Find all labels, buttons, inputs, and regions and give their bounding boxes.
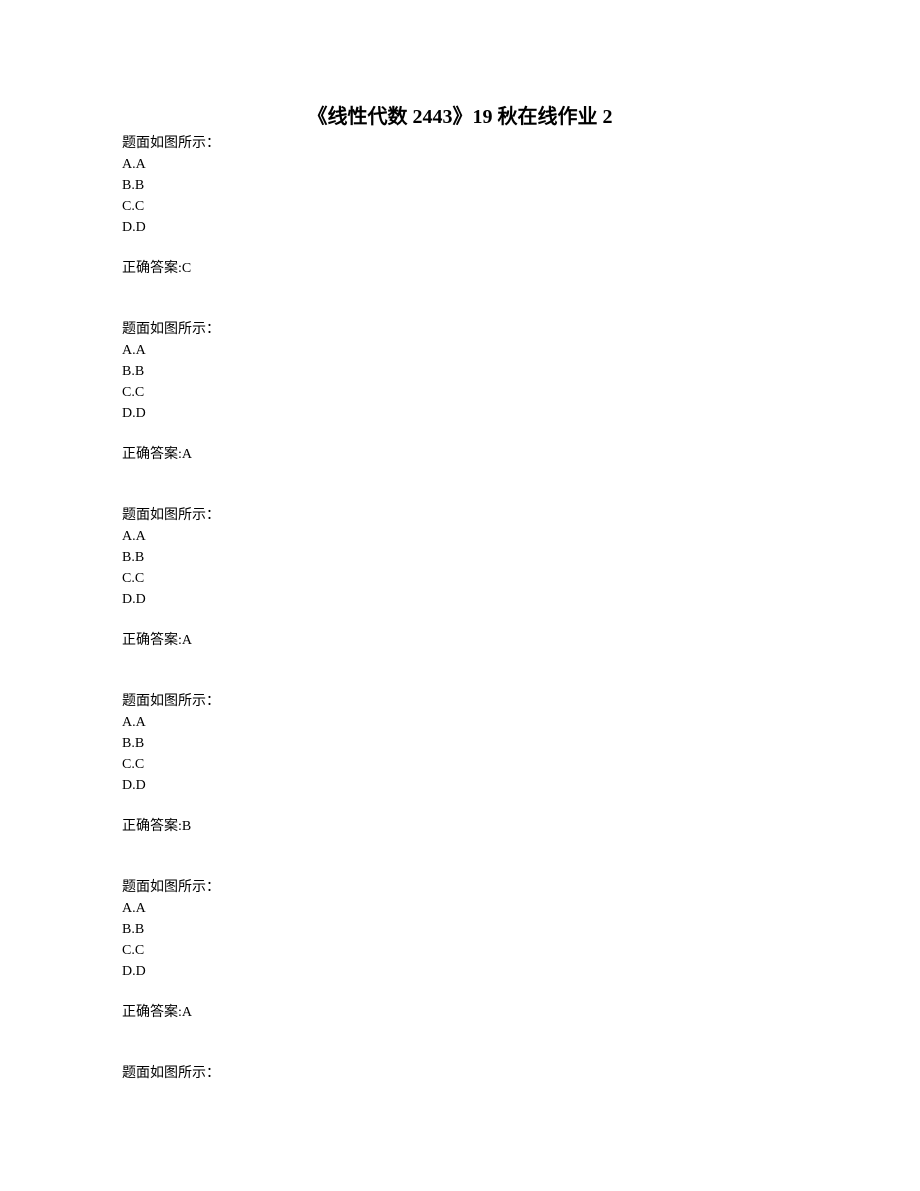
question-prompt: 题面如图所示： bbox=[122, 319, 920, 340]
option-d: D.D bbox=[122, 775, 920, 796]
question-prompt: 题面如图所示： bbox=[122, 691, 920, 712]
question-prompt: 题面如图所示： bbox=[122, 133, 920, 154]
option-d: D.D bbox=[122, 961, 920, 982]
option-b: B.B bbox=[122, 733, 920, 754]
page-title: 《线性代数 2443》19 秋在线作业 2 bbox=[122, 100, 798, 129]
question-prompt-partial: 题面如图所示： bbox=[122, 1063, 920, 1084]
option-a: A.A bbox=[122, 712, 920, 733]
option-b: B.B bbox=[122, 919, 920, 940]
option-b: B.B bbox=[122, 361, 920, 382]
option-c: C.C bbox=[122, 382, 920, 403]
option-a: A.A bbox=[122, 154, 920, 175]
option-c: C.C bbox=[122, 754, 920, 775]
option-a: A.A bbox=[122, 526, 920, 547]
question-3: 题面如图所示： A.A B.B C.C D.D 正确答案:A bbox=[122, 505, 920, 651]
question-4: 题面如图所示： A.A B.B C.C D.D 正确答案:B bbox=[122, 691, 920, 837]
question-2: 题面如图所示： A.A B.B C.C D.D 正确答案:A bbox=[122, 319, 920, 465]
question-1: 题面如图所示： A.A B.B C.C D.D 正确答案:C bbox=[122, 133, 920, 279]
option-d: D.D bbox=[122, 403, 920, 424]
question-prompt: 题面如图所示： bbox=[122, 877, 920, 898]
option-c: C.C bbox=[122, 940, 920, 961]
option-d: D.D bbox=[122, 217, 920, 238]
question-prompt: 题面如图所示： bbox=[122, 505, 920, 526]
correct-answer: 正确答案:A bbox=[122, 630, 920, 651]
option-b: B.B bbox=[122, 547, 920, 568]
option-a: A.A bbox=[122, 340, 920, 361]
option-a: A.A bbox=[122, 898, 920, 919]
option-b: B.B bbox=[122, 175, 920, 196]
option-c: C.C bbox=[122, 568, 920, 589]
correct-answer: 正确答案:A bbox=[122, 1002, 920, 1023]
correct-answer: 正确答案:C bbox=[122, 258, 920, 279]
question-5: 题面如图所示： A.A B.B C.C D.D 正确答案:A bbox=[122, 877, 920, 1023]
correct-answer: 正确答案:A bbox=[122, 444, 920, 465]
option-d: D.D bbox=[122, 589, 920, 610]
correct-answer: 正确答案:B bbox=[122, 816, 920, 837]
option-c: C.C bbox=[122, 196, 920, 217]
